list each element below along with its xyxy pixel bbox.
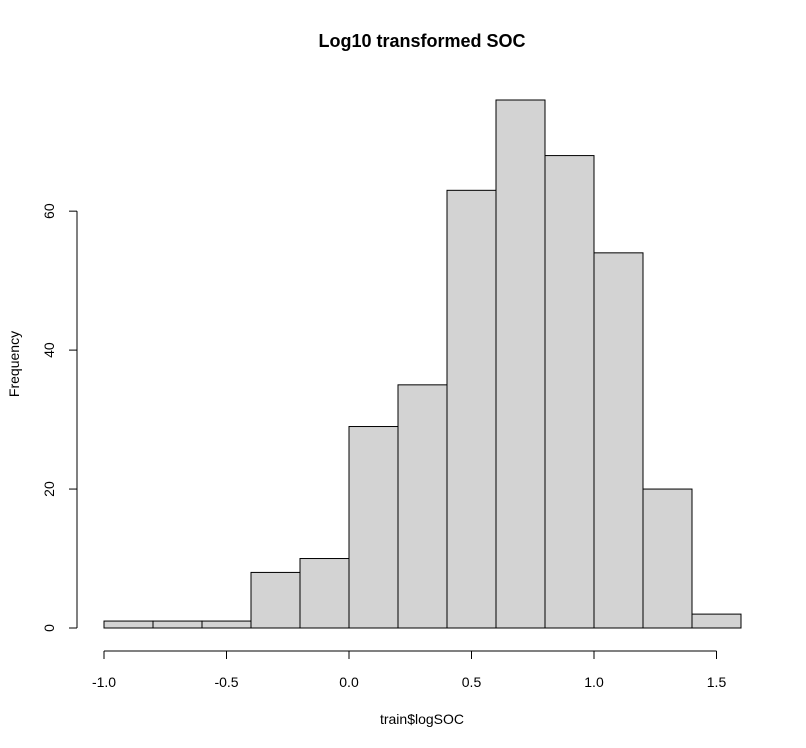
x-tick-label-0: -1.0 bbox=[92, 674, 116, 690]
histogram-bar-12 bbox=[691, 613, 742, 629]
y-axis-label: Frequency bbox=[6, 331, 22, 397]
histogram-bar-11 bbox=[642, 488, 693, 629]
histogram-bar-8 bbox=[495, 99, 546, 629]
y-tick-label-0: 0 bbox=[41, 624, 57, 632]
histogram-bar-9 bbox=[544, 155, 595, 629]
histogram-bar-7 bbox=[446, 189, 497, 629]
histogram-bars bbox=[103, 99, 742, 629]
histogram-bar-5 bbox=[348, 426, 399, 629]
y-tick-label-1: 20 bbox=[41, 481, 57, 497]
x-tick-label-4: 1.0 bbox=[584, 674, 604, 690]
y-tick-label-3: 60 bbox=[41, 203, 57, 219]
x-axis-label: train$logSOC bbox=[380, 711, 464, 727]
histogram-bar-10 bbox=[593, 252, 644, 629]
histogram-bar-2 bbox=[201, 620, 252, 629]
x-tick-label-1: -0.5 bbox=[214, 674, 238, 690]
histogram-bar-4 bbox=[299, 558, 350, 629]
chart-title: Log10 transformed SOC bbox=[318, 31, 525, 51]
x-tick-label-3: 0.5 bbox=[462, 674, 482, 690]
y-tick-label-2: 40 bbox=[41, 342, 57, 358]
x-tick-label-2: 0.0 bbox=[339, 674, 359, 690]
histogram-bar-3 bbox=[250, 571, 301, 629]
histogram-bar-6 bbox=[397, 384, 448, 629]
x-axis: -1.0 -0.5 0.0 0.5 1.0 1.5 bbox=[92, 650, 727, 690]
histogram-bar-1 bbox=[152, 620, 203, 629]
histogram-bar-0 bbox=[103, 620, 154, 629]
x-tick-label-5: 1.5 bbox=[707, 674, 727, 690]
y-axis: 0 20 40 60 bbox=[41, 203, 78, 632]
